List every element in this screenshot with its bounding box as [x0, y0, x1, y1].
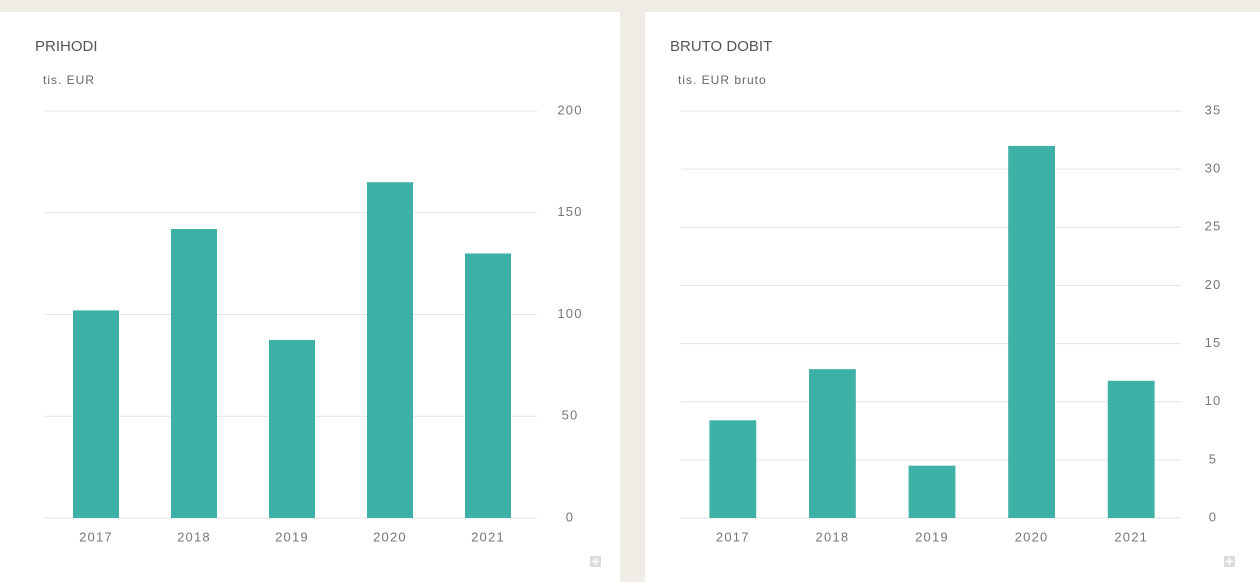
- x-tick-label: 2017: [716, 529, 750, 544]
- y-tick-label: 20: [1205, 277, 1222, 292]
- bar: [366, 182, 414, 518]
- bar: [72, 310, 120, 518]
- y-tick-label: 200: [557, 102, 582, 117]
- y-tick-label: 50: [562, 408, 579, 423]
- x-tick-label: 2019: [915, 529, 949, 544]
- y-tick-label: 150: [557, 204, 582, 219]
- bar: [1008, 145, 1056, 518]
- chart-subtitle: tis. EUR bruto: [678, 73, 767, 87]
- x-tick-label: 2021: [1114, 529, 1148, 544]
- bar: [908, 465, 956, 518]
- chart-title: PRIHODI: [35, 38, 98, 55]
- y-tick-label: 35: [1205, 102, 1222, 117]
- y-tick-label: 0: [566, 509, 574, 524]
- x-tick-label: 2017: [79, 529, 113, 544]
- y-tick-label: 100: [557, 306, 582, 321]
- x-tick-label: 2020: [373, 529, 407, 544]
- x-tick-label: 2018: [177, 529, 211, 544]
- chart-subtitle: tis. EUR: [43, 73, 95, 87]
- bar: [170, 229, 218, 518]
- bar: [1107, 380, 1155, 518]
- x-tick-label: 2020: [1015, 529, 1049, 544]
- y-tick-label: 15: [1205, 335, 1222, 350]
- x-tick-label: 2019: [275, 529, 309, 544]
- bar: [808, 369, 856, 518]
- plus-sign: [592, 558, 1233, 565]
- x-tick-label: 2021: [471, 529, 505, 544]
- bar: [268, 339, 316, 518]
- y-tick-label: 0: [1209, 509, 1217, 524]
- chart-title: BRUTO DOBIT: [670, 38, 772, 55]
- x-tick-label: 2018: [816, 529, 850, 544]
- bar: [709, 420, 757, 518]
- y-tick-label: 10: [1205, 393, 1222, 408]
- y-tick-label: 25: [1205, 219, 1222, 234]
- bar: [464, 253, 512, 518]
- y-tick-label: 5: [1209, 451, 1217, 466]
- y-tick-label: 30: [1205, 161, 1222, 176]
